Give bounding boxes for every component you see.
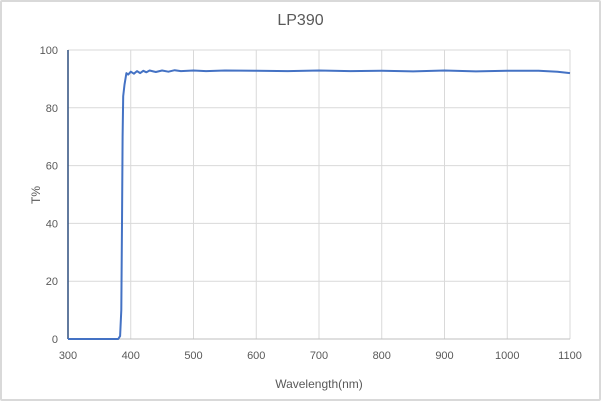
- x-tick-label: 1100: [558, 350, 582, 362]
- x-tick-label: 1000: [495, 350, 519, 362]
- y-tick-label: 100: [40, 45, 58, 57]
- x-axis-ticks: 300 400 500 600 700 800 900 1000 1100: [59, 350, 582, 362]
- x-tick-label: 700: [310, 350, 328, 362]
- x-tick-label: 800: [373, 350, 391, 362]
- y-tick-label: 40: [46, 218, 58, 230]
- x-axis-label: Wavelength(nm): [275, 377, 363, 391]
- transmission-curve: [68, 69, 571, 340]
- x-tick-label: 900: [435, 350, 453, 362]
- y-tick-label: 0: [52, 334, 58, 346]
- x-tick-label: 300: [59, 350, 77, 362]
- y-tick-label: 60: [46, 161, 58, 173]
- y-tick-label: 80: [46, 103, 58, 115]
- y-axis-label: T%: [29, 186, 43, 204]
- y-axis-ticks: 0 20 40 60 80 100: [40, 45, 58, 346]
- x-tick-label: 500: [184, 350, 202, 362]
- x-tick-label: 400: [122, 350, 140, 362]
- y-tick-label: 20: [46, 276, 58, 288]
- gridlines: [68, 49, 571, 339]
- chart-title: LP390: [277, 12, 324, 29]
- x-tick-label: 600: [247, 350, 265, 362]
